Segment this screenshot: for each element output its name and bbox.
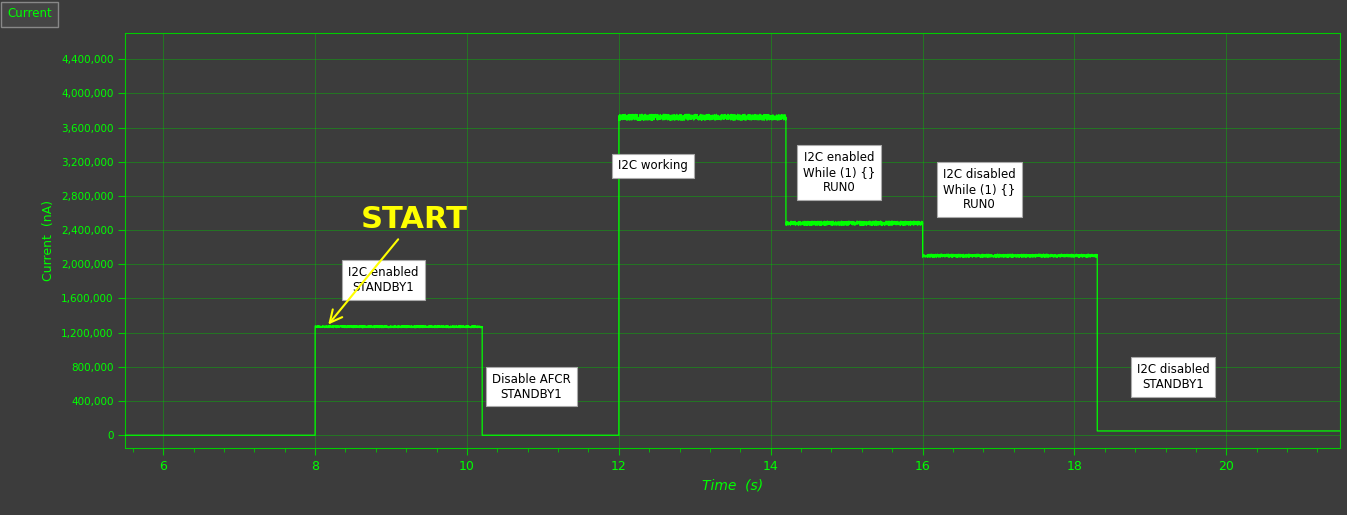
Text: START: START: [330, 205, 467, 323]
Text: I2C disabled
While (1) {}
RUN0: I2C disabled While (1) {} RUN0: [943, 168, 1016, 211]
Text: I2C enabled
While (1) {}
RUN0: I2C enabled While (1) {} RUN0: [803, 151, 876, 194]
Y-axis label: Current  (nA): Current (nA): [42, 200, 55, 281]
Text: I2C working: I2C working: [618, 160, 688, 173]
Text: Disable AFCR
STANDBY1: Disable AFCR STANDBY1: [492, 372, 571, 401]
Text: Current: Current: [7, 7, 53, 20]
X-axis label: Time  (s): Time (s): [702, 478, 764, 492]
FancyBboxPatch shape: [1, 2, 58, 27]
Text: I2C enabled
STANDBY1: I2C enabled STANDBY1: [349, 266, 419, 294]
Text: I2C disabled
STANDBY1: I2C disabled STANDBY1: [1137, 363, 1210, 391]
